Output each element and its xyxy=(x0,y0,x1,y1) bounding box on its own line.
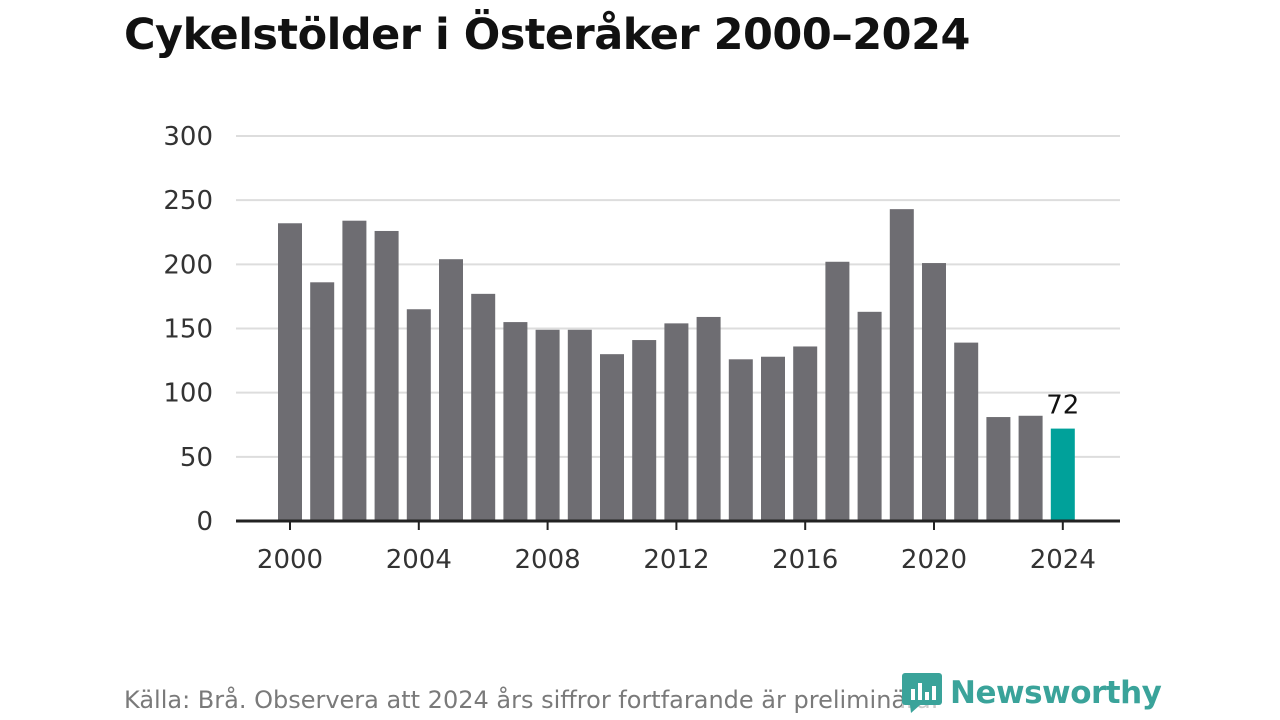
bar-2018 xyxy=(857,311,882,521)
x-tick-label: 2000 xyxy=(257,545,323,575)
y-tick-label: 100 xyxy=(163,379,213,409)
x-tick-label: 2008 xyxy=(515,545,581,575)
bar-2017 xyxy=(825,261,850,521)
bar-2020 xyxy=(922,263,946,521)
bar-2007 xyxy=(503,322,528,521)
x-tick-label: 2016 xyxy=(772,545,838,575)
y-tick-label: 50 xyxy=(180,443,213,473)
bar-2024 xyxy=(1050,428,1075,521)
bar-2023 xyxy=(1018,415,1043,521)
x-axis-ticks: 2000 2004 2008 2012 2016 2020 2024 xyxy=(257,521,1096,575)
source-note: Källa: Brå. Observera att 2024 års siffr… xyxy=(124,686,939,714)
bar-2005 xyxy=(439,259,463,521)
data-labels: 72 xyxy=(1046,391,1079,421)
bar-2021 xyxy=(954,342,979,521)
bar-2000 xyxy=(278,223,302,521)
bar-2013 xyxy=(696,316,721,521)
y-tick-label: 250 xyxy=(163,186,213,216)
bar-2008 xyxy=(535,329,560,521)
bar-2011 xyxy=(632,340,657,521)
bar-2015 xyxy=(761,356,785,521)
bar-2003 xyxy=(374,230,399,521)
bar-2002 xyxy=(342,220,367,521)
bar-2019 xyxy=(889,209,914,521)
chart-title: Cykelstölder i Österåker 2000–2024 xyxy=(124,10,970,60)
bar-2014 xyxy=(728,359,753,521)
y-tick-label: 0 xyxy=(196,507,213,537)
x-tick-label: 2012 xyxy=(643,545,709,575)
bars xyxy=(278,209,1075,521)
data-label-2024: 72 xyxy=(1046,391,1079,421)
newsworthy-logo-icon xyxy=(902,673,942,713)
x-tick-label: 2024 xyxy=(1030,545,1096,575)
y-tick-label: 200 xyxy=(163,250,213,280)
brand-name: Newsworthy xyxy=(950,675,1162,711)
bar-2004 xyxy=(406,309,431,521)
bar-2022 xyxy=(986,417,1011,521)
bar-2016 xyxy=(793,346,818,521)
bar-2009 xyxy=(567,329,592,521)
x-tick-label: 2004 xyxy=(386,545,452,575)
x-tick-label: 2020 xyxy=(901,545,967,575)
bar-2010 xyxy=(600,354,624,521)
bar-2012 xyxy=(664,323,689,521)
y-tick-label: 150 xyxy=(163,315,213,345)
brand-logo: Newsworthy xyxy=(902,671,1162,715)
y-axis-tick-labels: 0 50 100 150 200 250 300 xyxy=(163,122,213,537)
bar-2006 xyxy=(471,293,496,521)
y-tick-label: 300 xyxy=(163,122,213,152)
bar-2001 xyxy=(310,282,335,521)
